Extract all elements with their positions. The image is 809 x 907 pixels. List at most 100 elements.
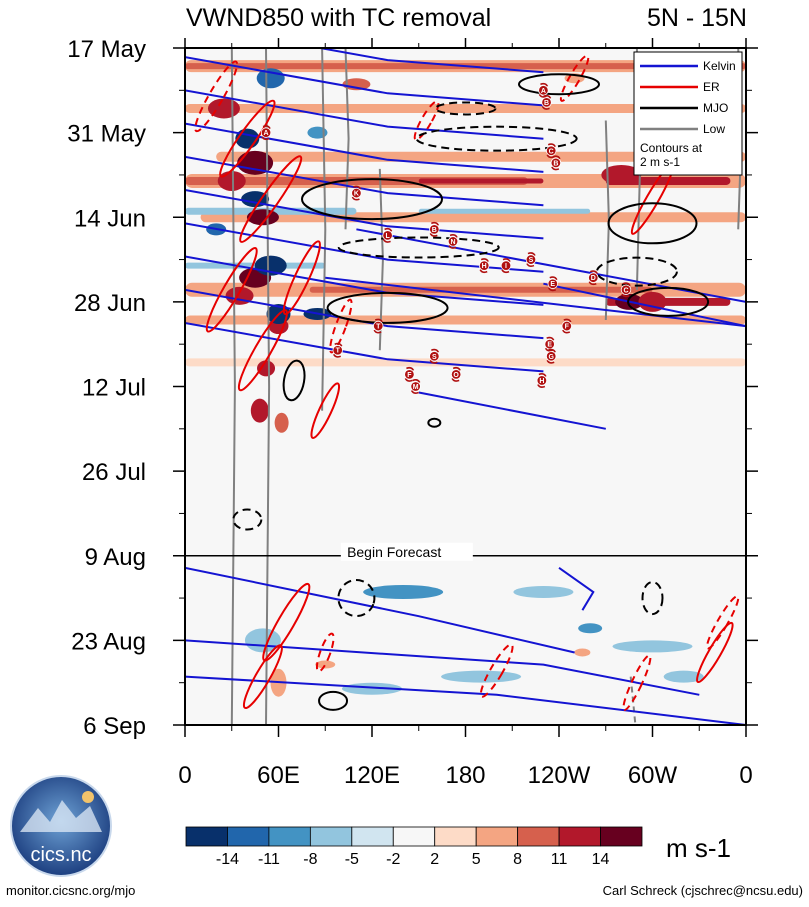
er-contour — [219, 99, 276, 178]
svg-text:C: C — [623, 287, 628, 294]
legend-label: ER — [703, 80, 720, 94]
x-tick-label: 0 — [178, 762, 191, 789]
kelvin-contour — [185, 639, 700, 696]
footer-url[interactable]: monitor.cicsnc.org/mjo — [6, 883, 135, 898]
svg-text:B: B — [544, 100, 549, 107]
colorbar-box — [227, 826, 270, 847]
colorbar-level: 5 — [472, 851, 481, 868]
forecast-label: Begin Forecast — [347, 544, 441, 560]
colorbar-box — [268, 826, 311, 847]
legend-label: Low — [703, 122, 725, 136]
cicsnc-logo: cics.nc — [10, 775, 112, 877]
kelvin-contour — [558, 566, 595, 611]
mjo-contour — [326, 291, 449, 324]
svg-text:D: D — [591, 275, 596, 282]
kelvin-contour — [185, 566, 575, 654]
low-contour — [321, 48, 327, 411]
svg-text:A: A — [264, 130, 269, 137]
svg-text:H: H — [482, 263, 487, 270]
tc-marker: K — [351, 185, 362, 201]
colorbar-box — [517, 826, 560, 847]
er-contour — [479, 643, 514, 698]
latitude-band: 5N - 15N — [647, 4, 747, 32]
tc-marker: L — [382, 227, 393, 243]
low-contour — [265, 48, 271, 725]
er-contour — [413, 100, 440, 141]
svg-text:S: S — [529, 257, 534, 264]
er-contour — [559, 54, 590, 102]
forecast-label-bg — [340, 542, 473, 561]
anomaly-cell — [441, 670, 522, 683]
x-tick-label: 180 — [445, 762, 485, 789]
y-axis-labels: 17 May 31 May 14 Jun 28 Jun 12 Jul 26 Jul 9 Au… — [67, 36, 146, 740]
y-tick-label: 9 Aug — [85, 544, 146, 571]
y-tick-label: 26 Jul — [82, 459, 146, 486]
anomaly-cell — [315, 660, 336, 669]
anomaly-band — [185, 358, 746, 367]
kelvin-contour — [185, 288, 544, 340]
mjo-contour — [415, 125, 578, 152]
svg-text:K: K — [354, 191, 359, 198]
svg-text:B: B — [432, 227, 437, 234]
anomaly-cell — [574, 648, 591, 657]
x-tick-label: 60E — [257, 762, 300, 789]
svg-text:T: T — [336, 348, 341, 355]
colorbar-level: -11 — [258, 851, 280, 868]
svg-text:A: A — [541, 88, 546, 95]
colorbar-level: -14 — [216, 851, 239, 868]
contour-lines — [185, 48, 746, 725]
x-tick-label: 60W — [628, 762, 678, 789]
kelvin-contour — [325, 276, 746, 328]
legend-note-2: 2 m s-1 — [640, 155, 680, 169]
mjo-contour — [595, 256, 678, 287]
er-contour — [696, 621, 734, 684]
svg-text:F: F — [565, 324, 570, 331]
mjo-contour — [301, 178, 443, 221]
anomaly-cell — [274, 412, 289, 433]
tc-marker: H — [536, 372, 548, 388]
svg-text:C: C — [549, 148, 554, 155]
kelvin-contour — [185, 56, 544, 107]
tc-marker: T — [332, 342, 343, 358]
mjo-contour — [337, 236, 500, 259]
anomaly-cell — [307, 126, 328, 139]
anomaly-cell — [578, 623, 603, 634]
colorbar: -14 -11 -8 -5 -2 2 5 8 11 14 — [185, 826, 643, 868]
kelvin-contour — [185, 322, 544, 373]
mjo-contour — [518, 73, 600, 96]
tc-marker: E — [544, 336, 555, 352]
y-tick-label: 6 Sep — [83, 713, 146, 740]
x-tick-label: 0 — [739, 762, 752, 789]
tc-marker: H — [479, 258, 490, 274]
kelvin-contour — [185, 189, 544, 240]
er-contour — [310, 382, 341, 439]
anomaly-cell — [638, 291, 667, 312]
chart-title: VWND850 with TC removal — [186, 4, 491, 32]
tc-marker: B — [541, 94, 552, 110]
tc-marker: S — [429, 348, 440, 364]
tc-marker: B — [429, 221, 440, 237]
anomaly-cell — [257, 360, 276, 377]
forecast-marker: Begin Forecast — [185, 542, 746, 561]
colorbar-box — [558, 826, 601, 847]
kelvin-contour — [314, 48, 544, 74]
svg-text:G: G — [548, 354, 554, 361]
legend-label: Kelvin — [703, 59, 736, 73]
colorbar-units: m s-1 — [666, 833, 731, 863]
kelvin-contour — [185, 675, 746, 725]
colorbar-level: -2 — [386, 851, 400, 868]
kelvin-contour — [185, 122, 544, 173]
tc-marker: F — [561, 318, 572, 334]
legend-label: MJO — [703, 101, 728, 115]
anomaly-cell — [612, 640, 693, 653]
low-contour — [230, 48, 236, 725]
tc-marker: F — [404, 366, 415, 382]
y-tick-label: 31 May — [67, 121, 146, 148]
colorbar-level: 8 — [513, 851, 522, 868]
kelvin-contour — [185, 155, 544, 207]
er-contour — [706, 595, 740, 650]
anomaly-cell — [513, 586, 574, 599]
tc-marker: E — [547, 276, 558, 292]
svg-text:O: O — [453, 372, 459, 379]
